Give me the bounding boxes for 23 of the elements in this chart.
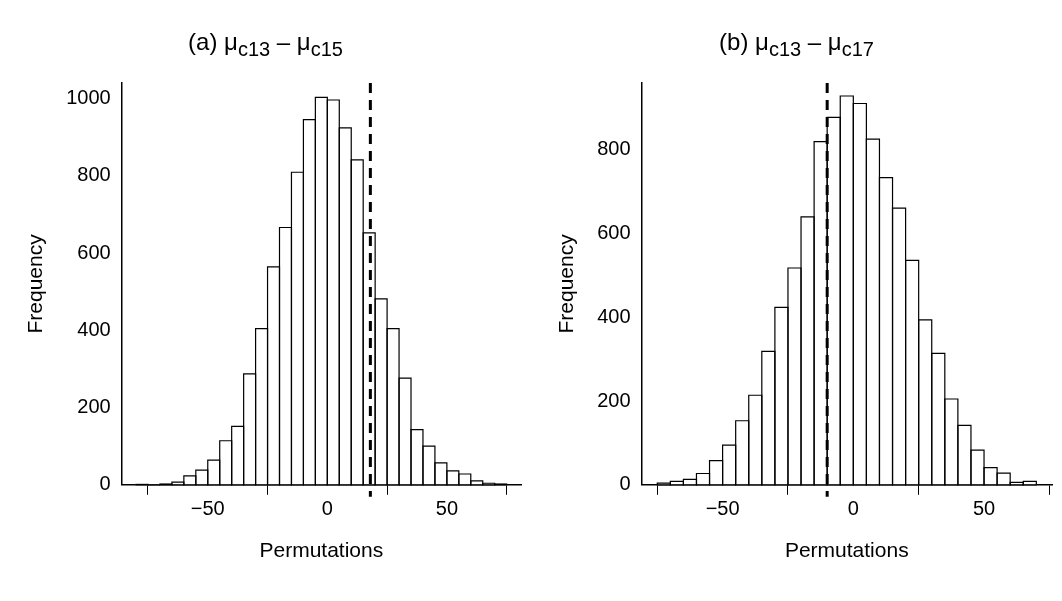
x-tick-label: −50 [190,497,225,520]
chart-title: (b) μ$_{c13}$ – μ$_{c17}$ [719,28,874,62]
x-tick-label: −50 [705,497,740,520]
chart-title: (a) μ$_{c13}$ – μ$_{c15}$ [188,28,343,62]
y-tick-label: 0 [619,472,631,495]
y-tick-label: 200 [597,388,631,411]
y-axis-title: Frequency [554,233,578,334]
x-tick-label: 50 [435,497,458,520]
y-tick-label: 0 [99,472,111,495]
y-tick-label: 400 [597,304,631,327]
y-tick-label: 600 [597,221,631,244]
y-tick-label: 600 [77,240,111,263]
y-tick-label: 200 [77,395,111,418]
x-tick-label: 0 [321,497,333,520]
y-tick-label: 1000 [66,85,111,108]
x-tick-label: 0 [847,497,859,520]
x-axis-title: Permutations [784,538,909,562]
y-axis-title: Frequency [23,233,47,334]
y-tick-label: 800 [77,163,111,186]
x-tick-label: 50 [972,497,996,520]
y-tick-label: 400 [77,317,111,340]
y-tick-label: 800 [597,137,631,160]
x-axis-title: Permutations [259,538,384,562]
